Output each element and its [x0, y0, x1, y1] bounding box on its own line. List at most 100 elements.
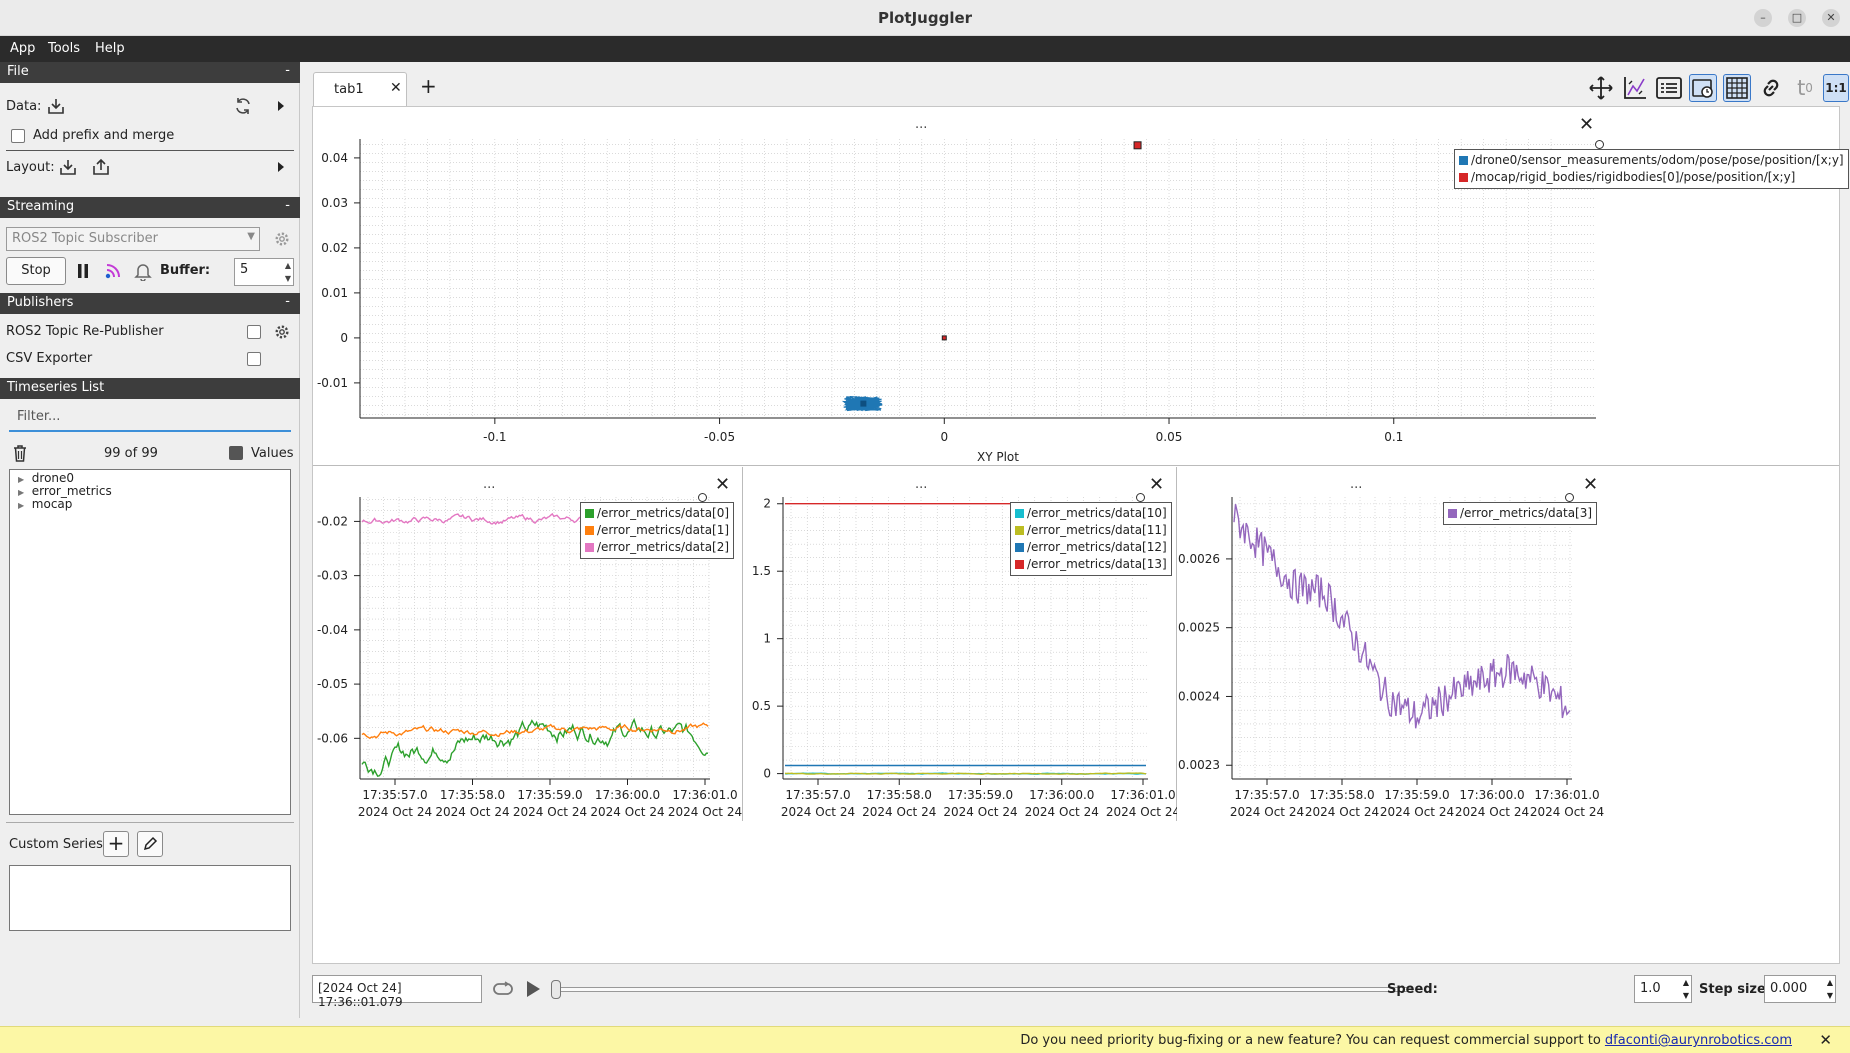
- close-plot-icon[interactable]: ✕: [1149, 474, 1165, 495]
- streaming-settings-gear-icon[interactable]: [271, 228, 293, 250]
- y-tick-label: 0.02: [321, 241, 348, 255]
- publishers-section-header[interactable]: Publishers -: [0, 293, 300, 314]
- load-data-icon[interactable]: [44, 94, 68, 118]
- legend-item[interactable]: /error_metrics/data[11]: [1015, 522, 1167, 539]
- play-icon[interactable]: [521, 977, 545, 1001]
- timeseries-tree[interactable]: ▶ drone0 ▶ error_metrics ▶ mocap: [9, 469, 291, 815]
- legend-resize-handle[interactable]: [1136, 493, 1145, 502]
- publisher-settings-gear-icon[interactable]: [271, 321, 293, 343]
- publisher-ros2-checkbox[interactable]: [247, 325, 261, 339]
- streaming-plugin-select[interactable]: ROS2 Topic Subscriber ▼: [6, 227, 260, 251]
- filter-input[interactable]: Filter...: [9, 404, 291, 432]
- spin-down-icon[interactable]: ▼: [1826, 991, 1833, 1000]
- close-window-icon[interactable]: ✕: [1822, 9, 1840, 27]
- file-header-label: File: [7, 64, 29, 79]
- menu-app[interactable]: App: [10, 41, 36, 56]
- legend-item[interactable]: /error_metrics/data[0]: [585, 505, 729, 522]
- trash-icon[interactable]: [9, 442, 31, 464]
- spin-down-icon[interactable]: ▼: [284, 274, 291, 283]
- spin-up-icon[interactable]: ▲: [1826, 978, 1833, 987]
- x-tick-label: 0.1: [1384, 430, 1403, 444]
- tree-item-drone0[interactable]: ▶ drone0: [18, 472, 74, 486]
- plot-legend[interactable]: /error_metrics/data[10] /error_metrics/da…: [1010, 502, 1172, 576]
- close-plot-icon[interactable]: ✕: [715, 474, 731, 495]
- legend-item[interactable]: /error_metrics/data[3]: [1448, 505, 1592, 522]
- collapse-icon[interactable]: -: [285, 294, 290, 309]
- timeline-slider[interactable]: [553, 987, 1413, 992]
- load-layout-icon[interactable]: [56, 155, 80, 179]
- spin-up-icon[interactable]: ▲: [1682, 978, 1689, 987]
- plot-legend[interactable]: /error_metrics/data[0] /error_metrics/dat…: [580, 502, 735, 559]
- legend-resize-handle[interactable]: [1595, 140, 1604, 149]
- save-layout-icon[interactable]: [89, 155, 113, 179]
- streaming-section-header[interactable]: Streaming -: [0, 197, 300, 218]
- timeseries-section-header[interactable]: Timeseries List: [0, 378, 300, 399]
- legend-item[interactable]: /error_metrics/data[2]: [585, 539, 729, 556]
- tab-tab1[interactable]: tab1 ✕: [313, 72, 407, 106]
- close-plot-icon[interactable]: ✕: [1579, 114, 1595, 135]
- collapse-icon[interactable]: -: [285, 63, 290, 78]
- timeline-slider-handle[interactable]: [551, 980, 561, 999]
- data-expand-arrow-icon[interactable]: [272, 95, 290, 117]
- move-icon[interactable]: [1587, 74, 1615, 102]
- timeseries-plot-2[interactable]: 17:35:57.0 2024 Oct 24 17:35:58.0 2024 Oct …: [744, 467, 1177, 821]
- layout-label: Layout:: [6, 160, 55, 175]
- timeseries-plot-3[interactable]: 17:35:57.0 2024 Oct 24 17:35:58.0 2024 Oct …: [1178, 467, 1839, 821]
- reload-icon[interactable]: [230, 94, 256, 118]
- legend-item[interactable]: /error_metrics/data[1]: [585, 522, 729, 539]
- plot-menu-dots[interactable]: ...: [1350, 477, 1363, 492]
- layout-expand-arrow-icon[interactable]: [272, 156, 290, 178]
- xy-plot[interactable]: -0.1 -0.05 0 0.05 0.1 -0.01 0 0.01 0.02 0.03 0.04 X…: [313, 107, 1849, 466]
- menu-tools[interactable]: Tools: [48, 41, 81, 56]
- legend-item[interactable]: /error_metrics/data[13]: [1015, 556, 1167, 573]
- legend-resize-handle[interactable]: [1565, 493, 1574, 502]
- plot-menu-dots[interactable]: ...: [915, 117, 928, 132]
- legend-icon[interactable]: [1655, 74, 1683, 102]
- notification-bell-icon[interactable]: [131, 259, 155, 283]
- tree-item-error-metrics[interactable]: ▶ error_metrics: [18, 485, 112, 499]
- plot-legend[interactable]: /error_metrics/data[3]: [1443, 502, 1598, 525]
- spin-down-icon[interactable]: ▼: [1682, 991, 1689, 1000]
- tree-item-mocap[interactable]: ▶ mocap: [18, 498, 72, 512]
- add-custom-series-button[interactable]: +: [103, 831, 129, 857]
- grid-icon[interactable]: [1723, 74, 1751, 102]
- close-banner-icon[interactable]: ✕: [1819, 1031, 1832, 1049]
- add-tab-button[interactable]: +: [420, 74, 437, 98]
- time-icon[interactable]: [1689, 74, 1717, 102]
- legend-item[interactable]: /mocap/rigid_bodies/rigidbodies[0]/pose/…: [1459, 169, 1844, 186]
- buffer-spinbox[interactable]: 5 ▲ ▼: [234, 258, 294, 286]
- legend-item[interactable]: /error_metrics/data[12]: [1015, 539, 1167, 556]
- legend-item[interactable]: /drone0/sensor_measurements/odom/pose/po…: [1459, 152, 1844, 169]
- plot-legend[interactable]: /drone0/sensor_measurements/odom/pose/po…: [1454, 149, 1849, 189]
- spin-up-icon[interactable]: ▲: [284, 261, 291, 270]
- plot-menu-dots[interactable]: ...: [483, 477, 496, 492]
- collapse-icon[interactable]: -: [285, 198, 290, 213]
- publisher-csv-checkbox[interactable]: [247, 352, 261, 366]
- close-plot-icon[interactable]: ✕: [1583, 474, 1599, 495]
- step-size-spinbox[interactable]: 0.000 ▲ ▼: [1764, 975, 1836, 1003]
- menu-help[interactable]: Help: [95, 41, 125, 56]
- stream-signal-icon[interactable]: [101, 259, 125, 283]
- link-icon[interactable]: [1757, 74, 1785, 102]
- add-prefix-checkbox[interactable]: [11, 129, 25, 143]
- close-tab-icon[interactable]: ✕: [390, 80, 402, 96]
- maximize-icon[interactable]: □: [1788, 9, 1806, 27]
- pause-icon[interactable]: [74, 259, 92, 283]
- timeseries-plot-1[interactable]: 17:35:57.0 2024 Oct 24 17:35:58.0 2024 Oct …: [313, 467, 743, 821]
- current-time-field[interactable]: [2024 Oct 24] 17:36::01.079: [312, 975, 482, 1009]
- plot-menu-dots[interactable]: ...: [915, 477, 928, 492]
- speed-spinbox[interactable]: 1.0 ▲ ▼: [1634, 975, 1692, 1003]
- zoom-out-icon[interactable]: [1621, 74, 1649, 102]
- ratio-icon[interactable]: 1:1: [1823, 74, 1849, 102]
- legend-item[interactable]: /error_metrics/data[10]: [1015, 505, 1167, 522]
- legend-resize-handle[interactable]: [698, 493, 707, 502]
- edit-custom-series-pencil-icon[interactable]: [137, 831, 163, 857]
- banner-email-link[interactable]: dfaconti@aurynrobotics.com: [1604, 1033, 1792, 1048]
- minimize-icon[interactable]: –: [1754, 9, 1772, 27]
- stop-button[interactable]: Stop: [6, 257, 66, 285]
- values-checkbox[interactable]: [229, 446, 243, 460]
- loop-icon[interactable]: [490, 977, 516, 1001]
- custom-series-list[interactable]: [9, 865, 291, 931]
- file-section-header[interactable]: File -: [0, 62, 300, 83]
